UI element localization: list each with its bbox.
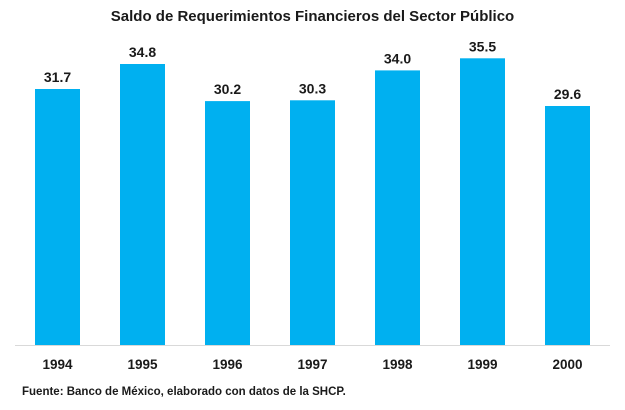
bar-1999: [460, 58, 505, 346]
data-label-1998: 34.0: [384, 50, 411, 66]
chart-source-note: Fuente: Banco de México, elaborado con d…: [22, 386, 346, 398]
data-label-2000: 29.6: [554, 86, 581, 102]
data-label-1999: 35.5: [469, 38, 496, 54]
bar-1998: [375, 70, 420, 346]
bar-1996: [205, 101, 250, 345]
x-tick-label-1994: 1994: [42, 357, 73, 372]
x-tick-label-1998: 1998: [382, 357, 413, 372]
chart-title: Saldo de Requerimientos Financieros del …: [110, 8, 515, 25]
bar-1995: [120, 64, 165, 345]
data-label-1997: 30.3: [299, 80, 326, 96]
data-label-1996: 30.2: [214, 81, 241, 97]
data-label-1994: 31.7: [44, 69, 71, 85]
x-tick-label-1996: 1996: [212, 357, 243, 372]
bar-2000: [545, 106, 590, 345]
bar-1994: [35, 89, 80, 345]
data-label-1995: 34.8: [129, 44, 156, 60]
x-tick-label-1995: 1995: [127, 357, 158, 372]
bar-1997: [290, 100, 335, 345]
x-tick-label-1997: 1997: [297, 357, 327, 372]
x-tick-label-1999: 1999: [467, 357, 497, 372]
x-tick-label-2000: 2000: [552, 357, 582, 372]
